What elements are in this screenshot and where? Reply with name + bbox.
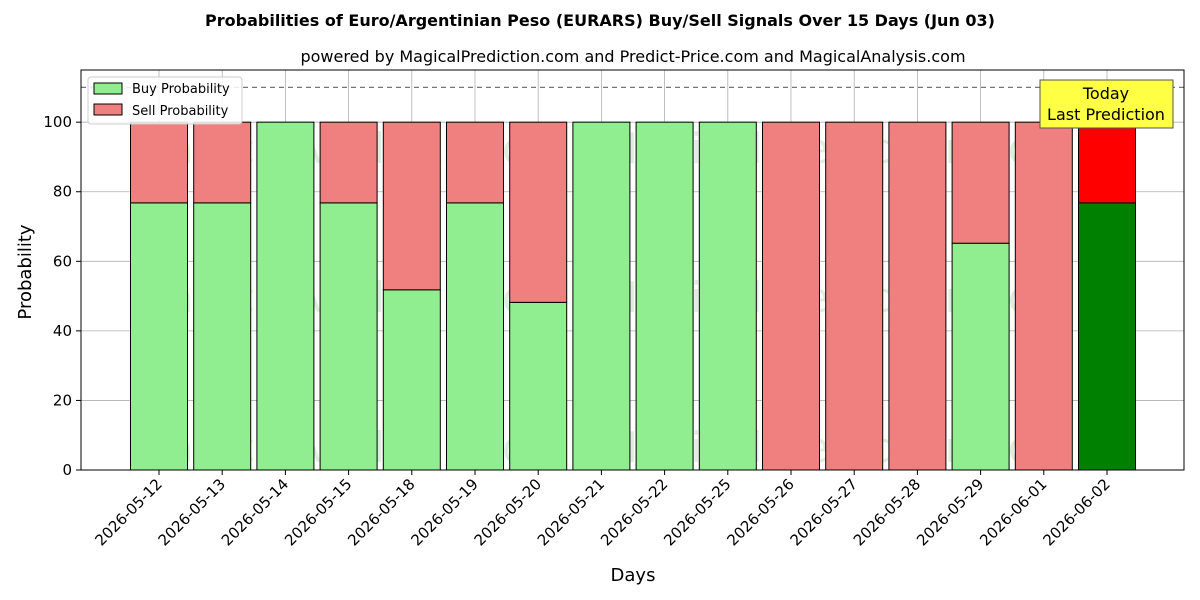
bar-buy <box>698 121 757 471</box>
x-tick-label: 2026-05-22 <box>597 475 671 549</box>
x-tick-label: 2026-05-12 <box>91 475 165 549</box>
x-tick-label: 2026-05-14 <box>218 475 292 549</box>
legend-swatch-sell <box>93 103 123 116</box>
x-tick-label: 2026-06-01 <box>976 475 1050 549</box>
bar-sell <box>951 121 1010 244</box>
bar-buy <box>951 242 1010 471</box>
bar-sell <box>446 121 504 204</box>
bar-sell <box>509 121 568 303</box>
x-tick-label: 2026-05-20 <box>471 475 545 549</box>
bar-sell <box>825 121 884 471</box>
bar-sell <box>319 121 378 204</box>
bar-sell <box>382 121 441 291</box>
bar-sell <box>1078 121 1136 204</box>
y-tick-label: 80 <box>53 183 72 201</box>
annotation-line-1: Today <box>1082 84 1129 103</box>
bar-buy <box>130 202 188 471</box>
y-axis-label: Probability <box>15 224 36 319</box>
annotation-line-2: Last Prediction <box>1047 105 1165 124</box>
x-tick-label: 2026-05-27 <box>787 475 861 549</box>
plot-frame <box>80 69 1185 471</box>
bar-buy <box>193 202 252 471</box>
legend-frame <box>87 76 243 125</box>
legend-label-buy: Buy Probability <box>132 82 230 97</box>
bar-buy <box>572 121 631 471</box>
chart-title: Probabilities of Euro/Argentinian Peso (… <box>205 11 995 30</box>
x-tick-label: 2026-05-13 <box>155 475 229 549</box>
x-tick-label: 2026-05-19 <box>407 475 481 549</box>
legend: Buy Probability Sell Probability <box>87 76 243 125</box>
bar-buy <box>446 202 504 471</box>
bar-sell <box>888 121 947 471</box>
today-annotation: Today Last Prediction <box>1039 79 1174 129</box>
annotation-box <box>1039 79 1174 129</box>
bar-buy <box>256 121 315 471</box>
x-tick-label: 2026-06-02 <box>1039 475 1113 549</box>
bar-buy <box>382 289 441 471</box>
x-tick-label: 2026-05-21 <box>534 475 608 549</box>
x-tick-label: 2026-05-29 <box>913 475 987 549</box>
chart-subtitle: powered by MagicalPrediction.com and Pre… <box>300 47 965 66</box>
legend-label-sell: Sell Probability <box>132 104 229 119</box>
x-tick-label: 2026-05-15 <box>281 475 355 549</box>
x-tick-label: 2026-05-18 <box>344 475 418 549</box>
bar-sell <box>1014 121 1073 471</box>
x-axis-label: Days <box>611 565 656 586</box>
bars <box>81 86 1184 471</box>
legend-swatch-buy <box>93 82 123 95</box>
bar-sell <box>193 121 252 204</box>
bar-buy <box>1078 202 1136 471</box>
bar-buy <box>635 121 694 471</box>
y-tick-label: 100 <box>43 113 72 131</box>
y-tick-label: 40 <box>53 322 72 340</box>
bar-buy <box>509 301 568 471</box>
x-tick-label: 2026-05-28 <box>850 475 924 549</box>
bar-sell <box>762 121 820 471</box>
x-tick-label: 2026-05-25 <box>660 475 734 549</box>
y-tick-label: 60 <box>53 252 72 270</box>
y-tick-label: 20 <box>53 391 72 409</box>
bar-sell <box>130 121 188 204</box>
x-tick-label: 2026-05-26 <box>723 475 797 549</box>
y-tick-label: 0 <box>62 461 72 479</box>
bar-buy <box>319 202 378 471</box>
